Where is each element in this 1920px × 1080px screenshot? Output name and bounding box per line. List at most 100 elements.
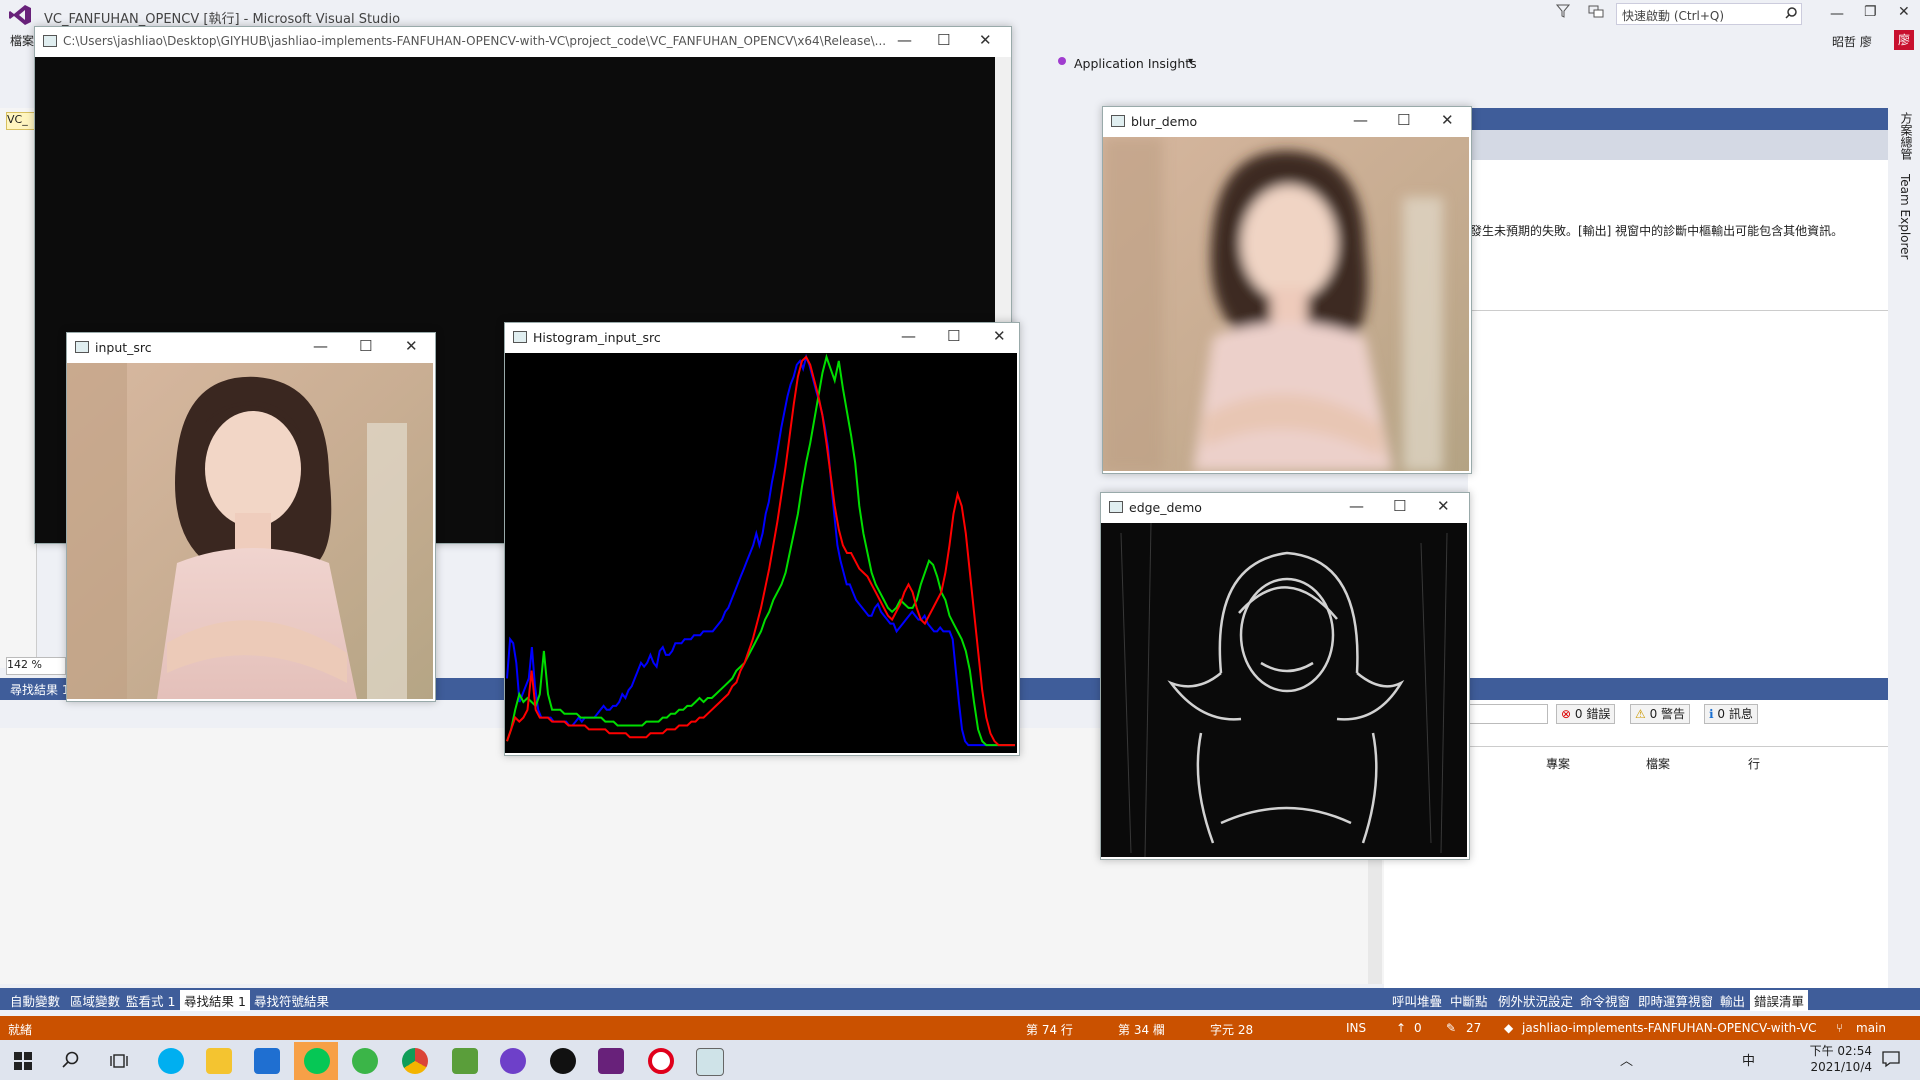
status-pending-pushes[interactable]: 0 xyxy=(1414,1021,1422,1035)
editor-tab[interactable]: VC_ xyxy=(6,112,36,130)
blur-demo-close-button[interactable]: ✕ xyxy=(1441,111,1454,129)
messages-filter-button[interactable]: ℹ 0 訊息 xyxy=(1704,704,1758,724)
filter-icon[interactable] xyxy=(1555,4,1571,21)
pencil-icon: ✎ xyxy=(1446,1021,1457,1035)
notification-icon[interactable] xyxy=(1882,1050,1900,1068)
arrow-up-icon: ↑ xyxy=(1396,1021,1407,1035)
histogram-plot xyxy=(505,353,1017,753)
find-results-title: 尋找結果 1 xyxy=(10,683,70,697)
application-insights-button[interactable]: Application Insights xyxy=(1074,56,1197,71)
tray-chevron-icon[interactable]: ︿ xyxy=(1620,1054,1634,1069)
skype-icon[interactable] xyxy=(158,1048,184,1074)
blur-demo-maximize-button[interactable]: ☐ xyxy=(1397,111,1411,129)
error-search-input[interactable] xyxy=(1468,728,1888,747)
error-scope-dropdown[interactable] xyxy=(1468,704,1548,724)
tab-watch-1[interactable]: 監看式 1 xyxy=(126,994,176,1009)
zoom-selector[interactable]: 142 % xyxy=(6,657,66,675)
tab-error-list[interactable]: 錯誤清單 xyxy=(1750,990,1809,1011)
console-maximize-button[interactable]: ☐ xyxy=(937,31,951,49)
clock-date[interactable]: 2021/10/4 xyxy=(1810,1060,1872,1074)
warnings-filter-button[interactable]: ⚠ 0 警告 xyxy=(1630,704,1691,724)
user-account[interactable]: 昭哲 廖 xyxy=(1832,35,1872,49)
qq-icon[interactable] xyxy=(550,1048,576,1074)
opencv-window-icon xyxy=(1109,501,1123,513)
histogram-close-button[interactable]: ✕ xyxy=(993,327,1006,345)
tab-output[interactable]: 輸出 xyxy=(1720,994,1746,1009)
input-src-close-button[interactable]: ✕ xyxy=(405,337,418,355)
tab-call-stack[interactable]: 呼叫堆疊 xyxy=(1392,994,1443,1009)
bottom-tab-bar: 自動變數 區域變數 監看式 1 尋找結果 1 尋找符號結果 呼叫堆疊 中斷點 例… xyxy=(0,988,1920,1011)
status-repository[interactable]: jashliao-implements-FANFUHAN-OPENCV-with… xyxy=(1522,1021,1817,1035)
editor-left-strip xyxy=(0,108,37,668)
user-avatar[interactable]: 廖 xyxy=(1894,30,1914,50)
side-tab-solution-explorer[interactable]: 方案總管 xyxy=(1899,112,1913,160)
tab-autos[interactable]: 自動變數 xyxy=(10,994,61,1009)
visual-studio-taskbar-icon[interactable] xyxy=(598,1048,624,1074)
github-desktop-icon[interactable] xyxy=(500,1048,526,1074)
restore-button[interactable]: ❐ xyxy=(1864,4,1877,20)
edge-demo-window[interactable]: edge_demo — ☐ ✕ xyxy=(1100,492,1470,860)
column-project[interactable]: 專案 xyxy=(1546,757,1571,771)
chevron-down-icon[interactable]: ▾ xyxy=(1188,56,1194,67)
blur-demo-title-bar[interactable]: blur_demo — ☐ ✕ xyxy=(1103,107,1471,135)
task-view-icon[interactable] xyxy=(110,1052,128,1070)
windows-start-icon[interactable] xyxy=(14,1052,32,1070)
status-changes[interactable]: 27 xyxy=(1466,1021,1482,1035)
tab-command-window[interactable]: 命令視窗 xyxy=(1580,994,1631,1009)
tab-find-symbol-results[interactable]: 尋找符號結果 xyxy=(254,994,330,1009)
status-ins: INS xyxy=(1346,1021,1367,1035)
search-icon[interactable] xyxy=(62,1051,80,1069)
edge-demo-minimize-button[interactable]: — xyxy=(1349,497,1364,515)
histogram-minimize-button[interactable]: — xyxy=(901,327,916,345)
column-file[interactable]: 檔案 xyxy=(1646,757,1671,771)
console-app-icon xyxy=(43,35,57,47)
histogram-window[interactable]: Histogram_input_src — ☐ ✕ xyxy=(504,322,1020,756)
right-tool-window xyxy=(1468,108,1888,678)
tab-find-results-1[interactable]: 尋找結果 1 xyxy=(180,990,250,1011)
opera-icon[interactable] xyxy=(648,1048,674,1074)
side-tab-team-explorer[interactable]: Team Explorer xyxy=(1898,174,1912,260)
tab-locals[interactable]: 區域變數 xyxy=(70,994,121,1009)
input-src-minimize-button[interactable]: — xyxy=(313,337,328,355)
edge-demo-close-button[interactable]: ✕ xyxy=(1437,497,1450,515)
histogram-title-bar[interactable]: Histogram_input_src — ☐ ✕ xyxy=(505,323,1019,351)
column-line[interactable]: 行 xyxy=(1748,757,1761,771)
close-button[interactable]: ✕ xyxy=(1898,4,1910,20)
minimize-button[interactable]: — xyxy=(1830,6,1844,22)
ime-indicator[interactable]: 中 xyxy=(1742,1054,1756,1069)
right-tool-window-toolbar xyxy=(1468,130,1888,160)
opencv-window-icon[interactable] xyxy=(696,1048,724,1076)
line-icon[interactable] xyxy=(304,1048,330,1074)
app-insights-icon xyxy=(1058,57,1066,65)
quick-launch-input[interactable]: 快速啟動 (Ctrl+Q) xyxy=(1616,3,1802,25)
input-src-window[interactable]: input_src — ☐ ✕ xyxy=(66,332,436,702)
console-title: C:\Users\jashliao\Desktop\GIYHUB\jashlia… xyxy=(63,34,887,48)
chrome-icon[interactable] xyxy=(402,1048,428,1074)
warning-icon: ⚠ xyxy=(1635,707,1646,721)
feedback-icon[interactable] xyxy=(1588,4,1604,21)
app-window-icon[interactable] xyxy=(254,1048,280,1074)
histogram-maximize-button[interactable]: ☐ xyxy=(947,327,961,345)
console-title-bar[interactable]: C:\Users\jashliao\Desktop\GIYHUB\jashlia… xyxy=(35,27,1011,55)
edge-demo-maximize-button[interactable]: ☐ xyxy=(1393,497,1407,515)
status-branch[interactable]: main xyxy=(1856,1021,1886,1035)
quick-launch-placeholder: 快速啟動 (Ctrl+Q) xyxy=(1622,9,1725,23)
notepad-plus-icon[interactable] xyxy=(452,1048,478,1074)
tab-exception-settings[interactable]: 例外狀況設定 xyxy=(1498,994,1574,1009)
search-icon xyxy=(1785,7,1797,19)
console-minimize-button[interactable]: — xyxy=(897,31,912,49)
blur-demo-minimize-button[interactable]: — xyxy=(1353,111,1368,129)
input-src-title-bar[interactable]: input_src — ☐ ✕ xyxy=(67,333,435,361)
edge-demo-title-bar[interactable]: edge_demo — ☐ ✕ xyxy=(1101,493,1469,521)
errors-filter-button[interactable]: ⊗ 0 錯誤 xyxy=(1556,704,1616,724)
tab-immediate-window[interactable]: 即時運算視窗 xyxy=(1638,994,1714,1009)
menu-file[interactable]: 檔案 xyxy=(10,34,35,48)
wechat-icon[interactable] xyxy=(352,1048,378,1074)
blur-demo-window[interactable]: blur_demo — ☐ ✕ xyxy=(1102,106,1472,474)
clock-time[interactable]: 下午 02:54 xyxy=(1809,1044,1872,1058)
tab-breakpoints[interactable]: 中斷點 xyxy=(1450,994,1488,1009)
file-explorer-icon[interactable] xyxy=(206,1048,232,1074)
input-src-maximize-button[interactable]: ☐ xyxy=(359,337,373,355)
edge-demo-title: edge_demo xyxy=(1129,500,1202,515)
console-close-button[interactable]: ✕ xyxy=(979,31,992,49)
